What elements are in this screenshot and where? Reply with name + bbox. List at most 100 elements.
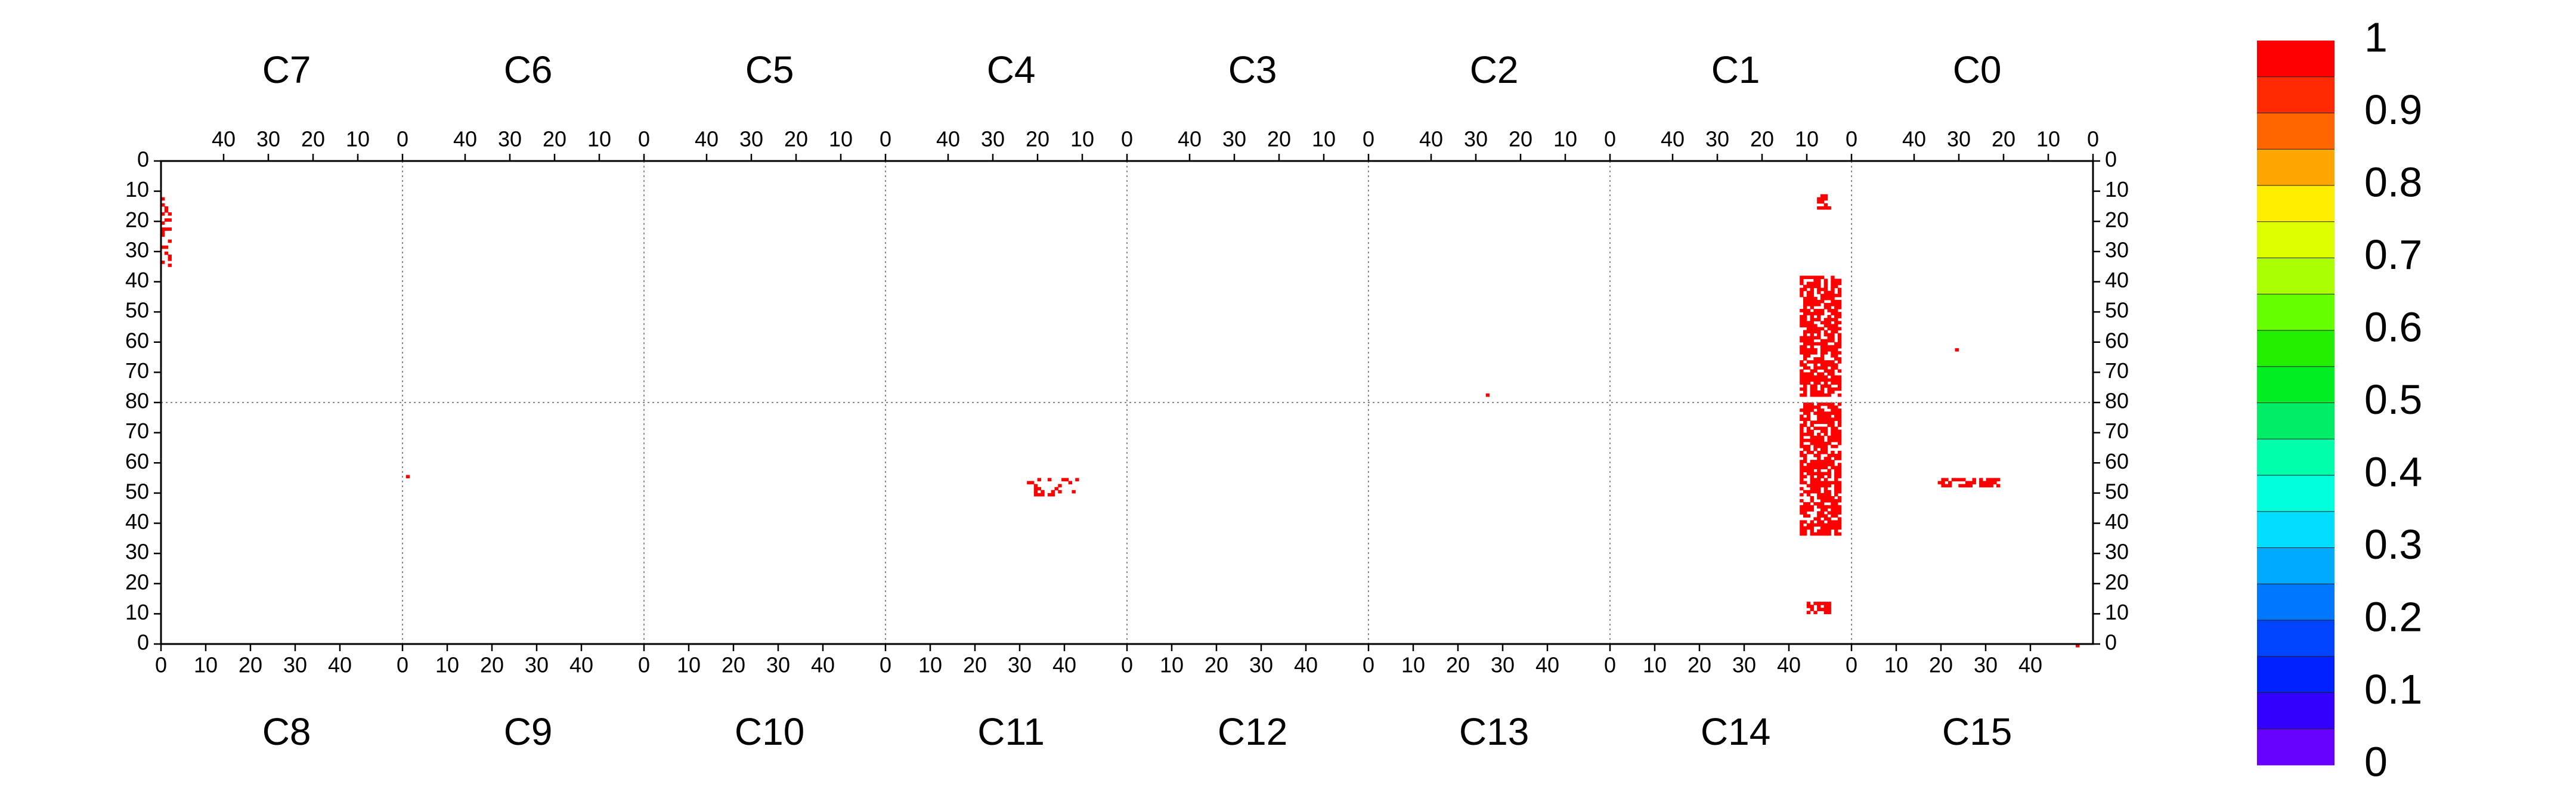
hit-cell bbox=[1810, 441, 1814, 445]
colorbar-label: 0.9 bbox=[2364, 86, 2422, 133]
hit-cell bbox=[1803, 324, 1807, 328]
hit-cell bbox=[1827, 369, 1831, 373]
right-tick-label: 10 bbox=[2105, 600, 2129, 624]
hit-cell bbox=[1806, 502, 1811, 506]
hit-cell bbox=[1800, 472, 1804, 476]
hit-cell bbox=[1837, 423, 1842, 428]
hit-cell bbox=[1806, 378, 1811, 382]
hit-cell bbox=[1834, 487, 1838, 491]
hit-cell bbox=[1817, 342, 1821, 346]
hit-cell bbox=[1803, 287, 1807, 292]
hit-group bbox=[2076, 644, 2080, 648]
hit-cell bbox=[1800, 493, 1804, 497]
hit-cell bbox=[1837, 411, 1842, 415]
hit-cell bbox=[1837, 520, 1842, 524]
hit-cell bbox=[1037, 487, 1041, 491]
hit-cell bbox=[1831, 336, 1835, 340]
hit-cell bbox=[1837, 511, 1842, 515]
hit-cell bbox=[1823, 420, 1828, 425]
hit-cell bbox=[1817, 511, 1821, 515]
hit-cell bbox=[1820, 378, 1825, 382]
hit-cell bbox=[1820, 309, 1825, 312]
right-tick-label: 80 bbox=[2105, 389, 2129, 413]
hit-cell bbox=[1803, 529, 1807, 533]
hit-cell bbox=[1831, 345, 1835, 349]
top-tick-label: 30 bbox=[1947, 127, 1971, 151]
hit-cell bbox=[1945, 478, 1949, 482]
hit-cell bbox=[1800, 481, 1804, 485]
hit-cell bbox=[1831, 438, 1835, 442]
hit-cell bbox=[1054, 487, 1058, 491]
hit-cell bbox=[1823, 278, 1828, 283]
hit-cell bbox=[1813, 348, 1818, 352]
hit-cell bbox=[1834, 478, 1838, 482]
hit-cell bbox=[1837, 290, 1842, 295]
hit-cell bbox=[1817, 481, 1821, 485]
hit-cell bbox=[1948, 484, 1952, 488]
hit-cell bbox=[1823, 532, 1828, 536]
hit-cell bbox=[1810, 324, 1814, 328]
hit-cell bbox=[1820, 348, 1825, 352]
hit-cell bbox=[1827, 481, 1831, 485]
hit-cell bbox=[1827, 315, 1831, 318]
hit-cell bbox=[1820, 342, 1825, 346]
hit-cell bbox=[1823, 342, 1828, 346]
hit-cell bbox=[1810, 432, 1814, 436]
hit-cell bbox=[1827, 306, 1831, 309]
hit-cell bbox=[1806, 381, 1811, 385]
hit-cell bbox=[1834, 378, 1838, 382]
colorbar-swatch bbox=[2257, 402, 2334, 439]
hit-cell bbox=[1813, 378, 1818, 382]
hit-cell bbox=[1834, 315, 1838, 318]
hit-cell bbox=[1831, 287, 1835, 292]
hit-cell bbox=[1813, 460, 1818, 463]
top-tick-label: 0 bbox=[1604, 127, 1616, 151]
hit-cell bbox=[1803, 432, 1807, 436]
hit-cell bbox=[1831, 526, 1835, 530]
colorbar-swatch bbox=[2257, 149, 2334, 186]
hit-cell bbox=[1817, 463, 1821, 466]
hit-cell bbox=[1823, 517, 1828, 521]
hit-cell bbox=[1806, 366, 1811, 370]
hit-cell bbox=[1806, 296, 1811, 301]
hit-cell bbox=[1820, 197, 1825, 201]
hit-cell bbox=[1823, 381, 1828, 385]
colorbar-swatch bbox=[2257, 113, 2334, 150]
hit-cell bbox=[1831, 284, 1835, 289]
hit-cell bbox=[1820, 321, 1825, 324]
bottom-tick-label: 10 bbox=[677, 653, 701, 677]
colorbar-label: 0.7 bbox=[2364, 231, 2422, 278]
hit-cell bbox=[1827, 499, 1831, 503]
top-tick-label: 40 bbox=[212, 127, 236, 151]
top-tick-label: 20 bbox=[301, 127, 325, 151]
hit-cell bbox=[1837, 375, 1842, 379]
hit-cell bbox=[1817, 478, 1821, 482]
hit-cell bbox=[1837, 441, 1842, 445]
hit-cell bbox=[1837, 281, 1842, 286]
hit-cell bbox=[1813, 472, 1818, 476]
hit-cell bbox=[1837, 532, 1842, 536]
hit-cell bbox=[1837, 523, 1842, 527]
hit-cell bbox=[1831, 309, 1835, 312]
hit-cell bbox=[1813, 438, 1818, 442]
hit-cell bbox=[1803, 275, 1807, 280]
hit-cell bbox=[1803, 309, 1807, 312]
hit-cell bbox=[1827, 493, 1831, 497]
hit-cell bbox=[1817, 490, 1821, 494]
hit-cell bbox=[1834, 532, 1838, 536]
hit-cell bbox=[1813, 405, 1818, 409]
hit-cell bbox=[1823, 375, 1828, 379]
hit-cell bbox=[1827, 438, 1831, 442]
hit-cell bbox=[1817, 460, 1821, 463]
hit-cell bbox=[1806, 342, 1811, 346]
bottom-tick-label: 10 bbox=[1160, 653, 1184, 677]
hit-cell bbox=[1800, 426, 1804, 431]
hit-cell bbox=[1820, 602, 1825, 605]
bottom-tick-label: 10 bbox=[1643, 653, 1667, 677]
hit-cell bbox=[1803, 508, 1807, 512]
hit-cell bbox=[1806, 351, 1811, 355]
hit-cell bbox=[1810, 466, 1814, 469]
colorbar-label: 0.3 bbox=[2364, 521, 2422, 568]
hit-cell bbox=[1806, 290, 1811, 295]
left-tick-label: 0 bbox=[137, 630, 149, 655]
